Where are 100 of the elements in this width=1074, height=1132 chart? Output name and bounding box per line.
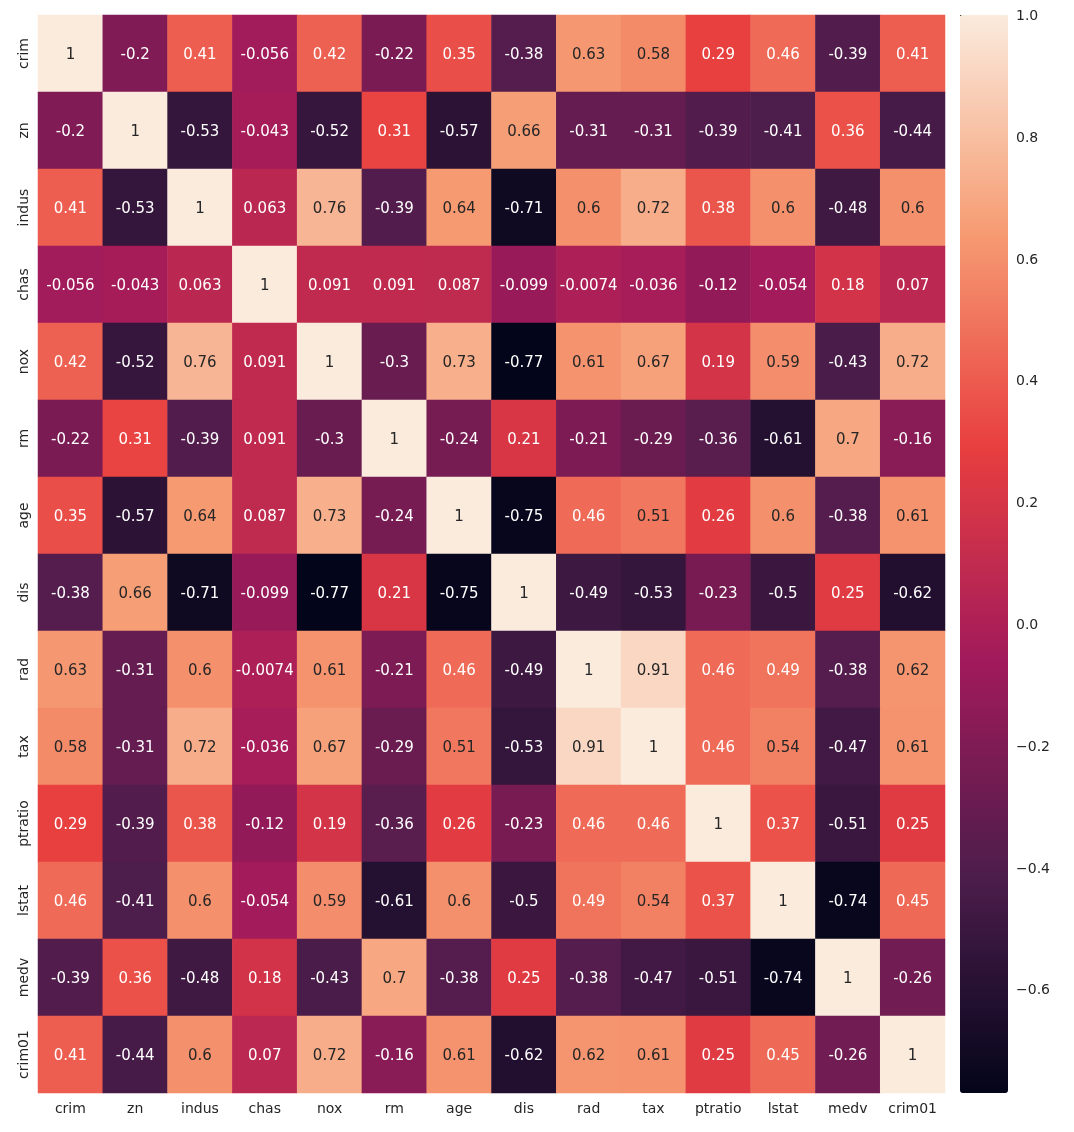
data-label: 1 <box>713 814 724 833</box>
data-label: 0.087 <box>437 275 481 294</box>
data-label: 0.46 <box>571 506 606 525</box>
data-label: -0.75 <box>439 583 479 602</box>
data-label: 0.42 <box>312 44 347 63</box>
data-label: 0.49 <box>766 660 800 679</box>
data-label: -0.054 <box>758 275 808 294</box>
data-label: -0.39 <box>50 968 90 987</box>
data-label: -0.2 <box>55 121 86 140</box>
y-tick-label: medv <box>15 957 31 998</box>
x-tick-label: tax <box>642 1100 665 1116</box>
data-label: -0.26 <box>828 1045 868 1064</box>
data-label: 0.41 <box>895 44 930 63</box>
data-label: -0.5 <box>768 583 798 602</box>
x-tick-label: lstat <box>767 1100 799 1116</box>
y-tick-label: indus <box>15 188 31 227</box>
data-label: -0.53 <box>115 198 155 217</box>
data-label: -0.16 <box>374 1045 414 1064</box>
data-label: 0.46 <box>766 44 800 63</box>
data-label: 1 <box>65 44 76 63</box>
data-label: -0.0074 <box>559 275 618 294</box>
data-label: -0.41 <box>115 891 155 910</box>
data-label: 0.54 <box>766 737 800 756</box>
color-bar-label: 0.8 <box>1016 128 1039 145</box>
x-tick-label: ptratio <box>694 1100 742 1116</box>
data-label: -0.44 <box>893 121 933 140</box>
color-bar-label: 0.6 <box>1016 250 1039 267</box>
data-label: 0.25 <box>895 814 930 833</box>
data-label: 0.61 <box>636 1045 671 1064</box>
data-label: 0.66 <box>507 121 541 140</box>
data-label: 0.25 <box>701 1045 735 1064</box>
data-label: -0.3 <box>379 352 409 371</box>
data-label: 0.19 <box>701 352 735 371</box>
data-label: 0.58 <box>53 737 88 756</box>
data-label: 0.37 <box>766 814 800 833</box>
data-label: 0.18 <box>248 968 282 987</box>
data-label: 0.19 <box>312 814 347 833</box>
data-label: 0.26 <box>701 506 735 525</box>
data-label: 0.46 <box>701 737 735 756</box>
data-label: -0.24 <box>439 429 479 448</box>
data-label: -0.36 <box>698 429 738 448</box>
data-label: 0.7 <box>382 968 407 987</box>
data-label: -0.51 <box>698 968 738 987</box>
data-label: 0.91 <box>636 660 671 679</box>
data-label: -0.16 <box>893 429 933 448</box>
y-tick-label: crim <box>15 38 31 69</box>
data-label: 0.42 <box>53 352 88 371</box>
data-label: 1 <box>519 583 529 602</box>
data-label: 0.76 <box>312 198 347 217</box>
data-label: 1 <box>648 737 659 756</box>
data-label: -0.22 <box>374 44 414 63</box>
data-label: 0.61 <box>312 660 347 679</box>
x-tick-label: rad <box>577 1100 601 1116</box>
data-label: -0.12 <box>698 275 738 294</box>
data-label: -0.099 <box>499 275 549 294</box>
data-label: -0.23 <box>504 814 544 833</box>
data-label: -0.036 <box>240 737 289 756</box>
data-label: -0.39 <box>374 198 414 217</box>
data-label: 0.31 <box>118 429 152 448</box>
y-tick-label: tax <box>15 735 31 758</box>
data-label: -0.61 <box>374 891 414 910</box>
y-tick-label: ptratio <box>15 800 31 847</box>
data-label: -0.38 <box>504 44 544 63</box>
data-label: -0.71 <box>504 198 544 217</box>
x-tick-label: nox <box>316 1100 343 1116</box>
data-label: -0.62 <box>504 1045 544 1064</box>
data-label: -0.38 <box>569 968 609 987</box>
data-label: 0.45 <box>766 1045 800 1064</box>
data-label: 0.61 <box>442 1045 476 1064</box>
data-label: 0.72 <box>183 737 217 756</box>
data-label: 0.6 <box>188 1045 212 1064</box>
x-tick-label: indus <box>181 1100 219 1116</box>
y-tick-label: lstat <box>15 884 31 916</box>
data-label: 1 <box>843 968 853 987</box>
data-label: 0.46 <box>636 814 671 833</box>
color-bar-label: 1.0 <box>1016 7 1039 23</box>
data-label: -0.47 <box>828 737 868 756</box>
data-label: 0.063 <box>178 275 222 294</box>
data-label: 0.36 <box>118 968 152 987</box>
data-label: -0.57 <box>115 506 155 525</box>
data-label: -0.39 <box>115 814 155 833</box>
data-label: 0.72 <box>636 198 671 217</box>
data-label: 0.29 <box>701 44 735 63</box>
data-label: 0.67 <box>636 352 671 371</box>
data-label: -0.77 <box>504 352 544 371</box>
data-label: -0.43 <box>828 352 868 371</box>
data-label: -0.056 <box>46 275 95 294</box>
data-label: 0.37 <box>701 891 735 910</box>
data-label: -0.48 <box>180 968 220 987</box>
data-label: 0.063 <box>243 198 287 217</box>
y-tick-label: rm <box>15 428 31 449</box>
data-label: -0.043 <box>111 275 160 294</box>
data-label: 1 <box>324 352 335 371</box>
data-label: 0.72 <box>312 1045 347 1064</box>
x-tick-label: medv <box>828 1100 868 1116</box>
data-label: -0.2 <box>120 44 150 63</box>
data-label: 0.091 <box>243 429 287 448</box>
data-label: -0.24 <box>374 506 414 525</box>
data-label: 0.25 <box>831 583 865 602</box>
color-bar-label: −0.4 <box>1016 859 1051 876</box>
